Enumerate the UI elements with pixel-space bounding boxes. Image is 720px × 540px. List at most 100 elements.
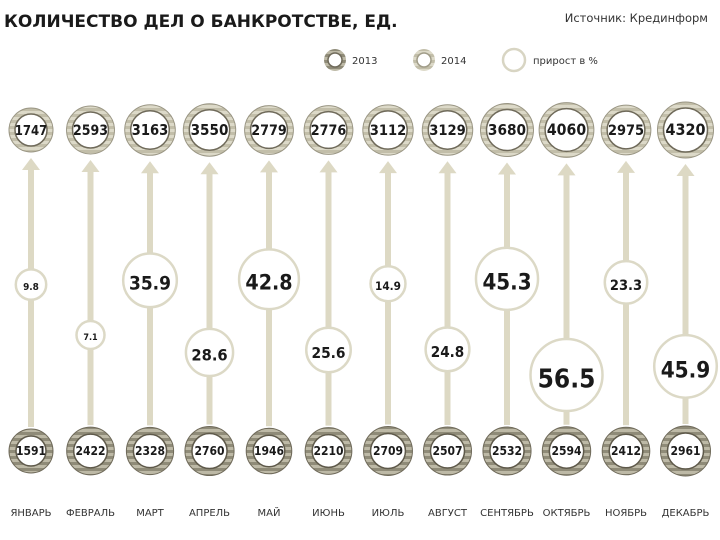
ring-2013-inner xyxy=(72,433,109,469)
value-2013-label: 1591 xyxy=(16,444,46,458)
value-2013-label: 2328 xyxy=(135,444,165,458)
value-2013-label: 2760 xyxy=(194,444,224,458)
growth-circle xyxy=(603,259,649,305)
value-2014-label: 2975 xyxy=(608,123,644,139)
legend: 2013 2014 прирост в % xyxy=(324,47,598,73)
legend-swatch-2013-inner xyxy=(327,52,343,68)
ring-2013-inner xyxy=(311,433,346,469)
ring-2014-inner xyxy=(427,110,468,150)
value-2013-label: 2422 xyxy=(75,444,105,458)
value-2014-label: 4320 xyxy=(665,120,705,139)
ring-2013-inner xyxy=(252,434,286,468)
ring-2014-inner xyxy=(368,110,408,150)
growth-label: 56.5 xyxy=(538,365,596,395)
growth-label: 23.3 xyxy=(610,277,642,294)
ring-2013-inner xyxy=(369,432,407,470)
value-2013-label: 2507 xyxy=(432,444,462,458)
value-2014-label: 3680 xyxy=(488,121,526,139)
growth-circle xyxy=(424,326,471,373)
growth-label: 28.6 xyxy=(191,346,227,365)
growth-circle xyxy=(75,319,106,351)
value-2014-label: 3129 xyxy=(429,122,466,139)
month-label: ИЮНЬ xyxy=(312,508,345,519)
month-label: ИЮЛЬ xyxy=(372,508,405,519)
arrow-head xyxy=(319,160,338,173)
arrow-head xyxy=(81,159,100,172)
arrow-head xyxy=(141,161,159,174)
month-label: АПРЕЛЬ xyxy=(189,508,230,519)
growth-circle xyxy=(121,252,179,309)
column-8: 3129 24.8 2507 АВГУСТ xyxy=(421,104,474,519)
legend-item-2013: 2013 xyxy=(324,49,377,71)
growth-circle xyxy=(529,337,604,413)
arrow-head xyxy=(617,160,635,173)
ring-2014-inner xyxy=(606,110,646,150)
value-2013-label: 2709 xyxy=(373,444,403,458)
growth-label: 45.3 xyxy=(482,270,531,296)
month-label: ОКТЯБРЬ xyxy=(543,508,591,519)
column-3: 3163 35.9 2328 МАРТ xyxy=(121,104,179,519)
growth-label: 7.1 xyxy=(83,333,98,343)
column-4: 3550 28.6 2760 АПРЕЛЬ xyxy=(182,103,237,519)
value-2013-label: 2532 xyxy=(492,444,522,458)
growth-label: 35.9 xyxy=(129,273,171,295)
growth-label: 14.9 xyxy=(375,279,401,293)
column-2: 2593 7.1 2422 ФЕВРАЛЬ xyxy=(66,105,115,519)
ring-2014-inner xyxy=(544,107,589,153)
value-2014-label: 1747 xyxy=(15,124,48,139)
value-2014-label: 2776 xyxy=(311,123,347,139)
value-2014-label: 3163 xyxy=(132,122,169,139)
ring-2014-inner xyxy=(662,107,709,153)
ring-2014-inner xyxy=(249,110,289,150)
month-label: НОЯБРЬ xyxy=(605,508,647,519)
ring-2013-inner xyxy=(489,433,525,469)
column-5: 2779 42.8 1946 МАЙ xyxy=(237,105,301,519)
legend-item-2014: 2014 xyxy=(413,49,466,71)
value-2014-label: 4060 xyxy=(547,120,586,139)
arrow-head xyxy=(379,161,397,174)
month-label: СЕНТЯБРЬ xyxy=(480,508,534,519)
ring-2013-inner xyxy=(548,433,585,469)
growth-circle xyxy=(652,333,719,399)
value-2014-label: 2779 xyxy=(251,123,287,139)
growth-circle xyxy=(184,327,235,378)
column-7: 3112 14.9 2709 ИЮЛЬ xyxy=(362,104,414,519)
legend-item-growth: прирост в % xyxy=(501,47,598,73)
ring-2013-inner xyxy=(608,433,644,469)
legend-swatch-growth xyxy=(501,47,527,73)
value-2013-label: 2412 xyxy=(611,444,641,458)
ring-2013-inner xyxy=(666,432,705,470)
arrow-head xyxy=(438,161,457,174)
arrow-head xyxy=(676,164,695,176)
ring-2013-inner xyxy=(191,432,228,470)
growth-label: 24.8 xyxy=(431,343,464,361)
legend-label-2013: 2013 xyxy=(352,56,377,67)
column-6: 2776 25.6 2210 ИЮНЬ xyxy=(303,105,354,519)
ring-2013-inner xyxy=(15,435,47,467)
value-2013-label: 2594 xyxy=(551,444,582,458)
legend-label-growth: прирост в % xyxy=(533,56,598,67)
value-2013-label: 2961 xyxy=(670,444,700,458)
arrow-head xyxy=(22,158,40,170)
legend-label-2014: 2014 xyxy=(441,56,466,67)
growth-circle xyxy=(237,248,301,311)
month-label: АВГУСТ xyxy=(428,508,468,519)
value-2013-label: 2210 xyxy=(313,444,343,458)
ring-2014-inner xyxy=(309,110,348,150)
ring-2013-inner xyxy=(429,433,466,469)
growth-circle xyxy=(305,326,352,374)
growth-label: 42.8 xyxy=(245,271,292,296)
value-2014-label: 3550 xyxy=(191,121,229,139)
ring-2013-inner xyxy=(132,433,168,469)
ring-2014-inner xyxy=(129,109,171,151)
growth-label: 9.8 xyxy=(23,282,39,293)
arrow-head xyxy=(200,162,219,175)
legend-swatch-2014-inner xyxy=(416,52,432,68)
value-2014-label: 2593 xyxy=(73,123,108,139)
month-label: МАЙ xyxy=(258,506,281,519)
column-10: 4060 56.5 2594 ОКТЯБРЬ xyxy=(529,102,604,519)
value-2013-label: 1946 xyxy=(254,444,284,458)
month-label: ФЕВРАЛЬ xyxy=(66,508,115,519)
growth-label: 45.9 xyxy=(661,357,711,383)
